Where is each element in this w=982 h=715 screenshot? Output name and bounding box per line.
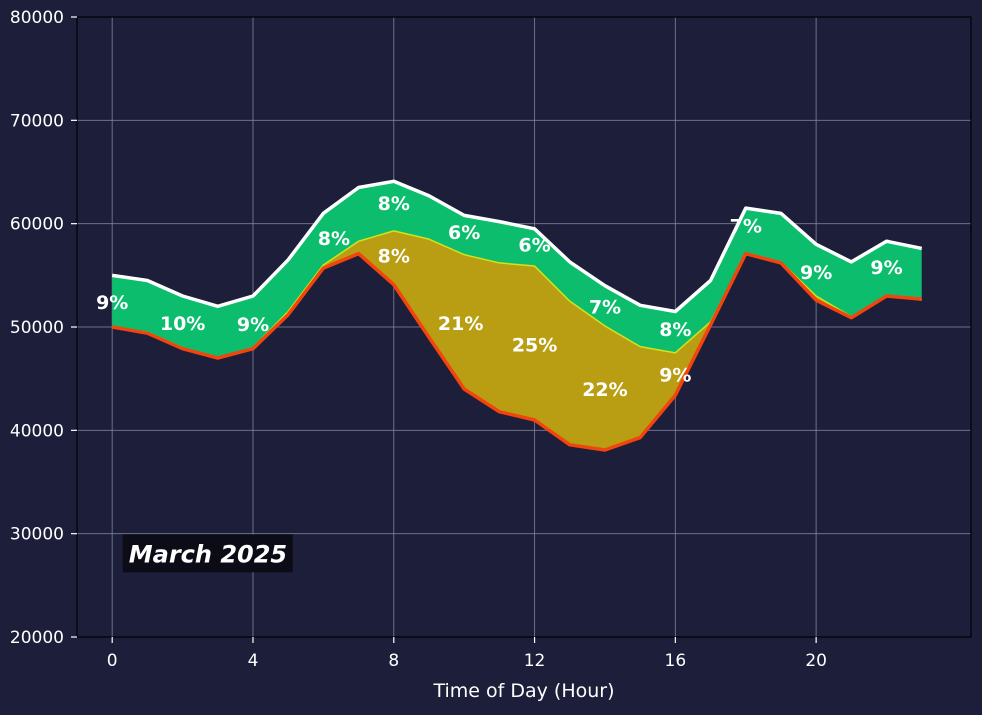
percent-labels: 9% 10% 9% 8% 8% 8% 6% 21% 6% 25% 7% 22% 8% 9% 7% 9% 9%	[96, 193, 903, 401]
annotation-box	[122, 534, 293, 573]
y-tick-label: 30000	[10, 525, 64, 545]
percent-label: 6%	[518, 234, 550, 256]
percent-label: 9%	[96, 292, 128, 314]
y-tick-label: 60000	[10, 215, 64, 235]
x-tick-label: 16	[665, 651, 687, 671]
area-lower-band	[112, 230, 922, 450]
x-tick-label: 12	[524, 651, 546, 671]
percent-label: 9%	[800, 262, 832, 284]
percent-label: 10%	[160, 313, 205, 335]
percent-label: 22%	[582, 379, 627, 401]
percent-label: 6%	[448, 222, 480, 244]
areas	[112, 181, 922, 450]
x-tick-label: 4	[248, 651, 259, 671]
y-tick-label: 20000	[10, 628, 64, 648]
y-tick-label: 40000	[10, 421, 64, 441]
percent-label: 7%	[730, 216, 762, 238]
y-tick-label: 70000	[10, 111, 64, 131]
percent-label: 8%	[659, 319, 691, 341]
percent-label: 9%	[237, 314, 269, 336]
series-lines	[111, 179, 923, 452]
percent-label: 8%	[378, 193, 410, 215]
percent-label: 9%	[659, 365, 691, 387]
x-tick-label: 20	[805, 651, 827, 671]
series-line-bottom	[111, 251, 922, 452]
percent-label: 9%	[870, 257, 902, 279]
axis-ticks: 0 4 8 12 16 20 20000 30000 40000 50000 60000 70000 8…	[10, 8, 827, 671]
x-tick-label: 8	[388, 651, 399, 671]
annotation-text: March 2025	[129, 540, 287, 568]
percent-label: 8%	[378, 246, 410, 268]
x-tick-label: 0	[107, 651, 118, 671]
y-tick-label: 50000	[10, 318, 64, 338]
percent-label: 7%	[589, 296, 621, 318]
y-tick-label: 80000	[10, 8, 64, 28]
annotation: March 2025	[122, 534, 293, 573]
x-axis-title: Time of Day (Hour)	[432, 680, 614, 702]
percent-label: 25%	[512, 335, 557, 357]
series-line-top	[111, 179, 923, 314]
percent-label: 21%	[438, 313, 483, 335]
percent-label: 8%	[318, 228, 350, 250]
